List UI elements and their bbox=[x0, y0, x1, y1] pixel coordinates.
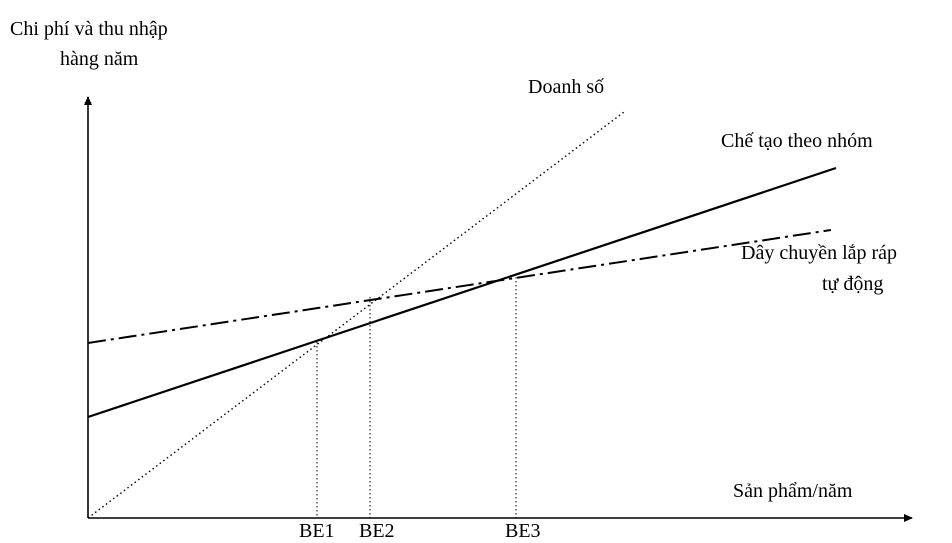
automated-assembly-line bbox=[87, 229, 832, 344]
y-axis-label-line1: Chi phí và thu nhập bbox=[10, 18, 168, 40]
y-axis-label-line2: hàng năm bbox=[60, 48, 139, 70]
sales-label: Doanh số bbox=[528, 76, 605, 98]
automated-assembly-label-line1: Dây chuyền lắp ráp bbox=[741, 242, 898, 264]
automated-assembly-label-line2: tự động bbox=[822, 273, 884, 295]
be3-label: BE3 bbox=[505, 520, 541, 542]
be1-label: BE1 bbox=[299, 520, 335, 542]
x-axis-label: Sản phẩm/năm bbox=[733, 480, 853, 502]
group-manufacturing-label: Chế tạo theo nhóm bbox=[721, 130, 873, 152]
sales-line bbox=[87, 111, 625, 519]
group-manufacturing-line bbox=[87, 166, 837, 419]
be2-label: BE2 bbox=[359, 520, 395, 542]
